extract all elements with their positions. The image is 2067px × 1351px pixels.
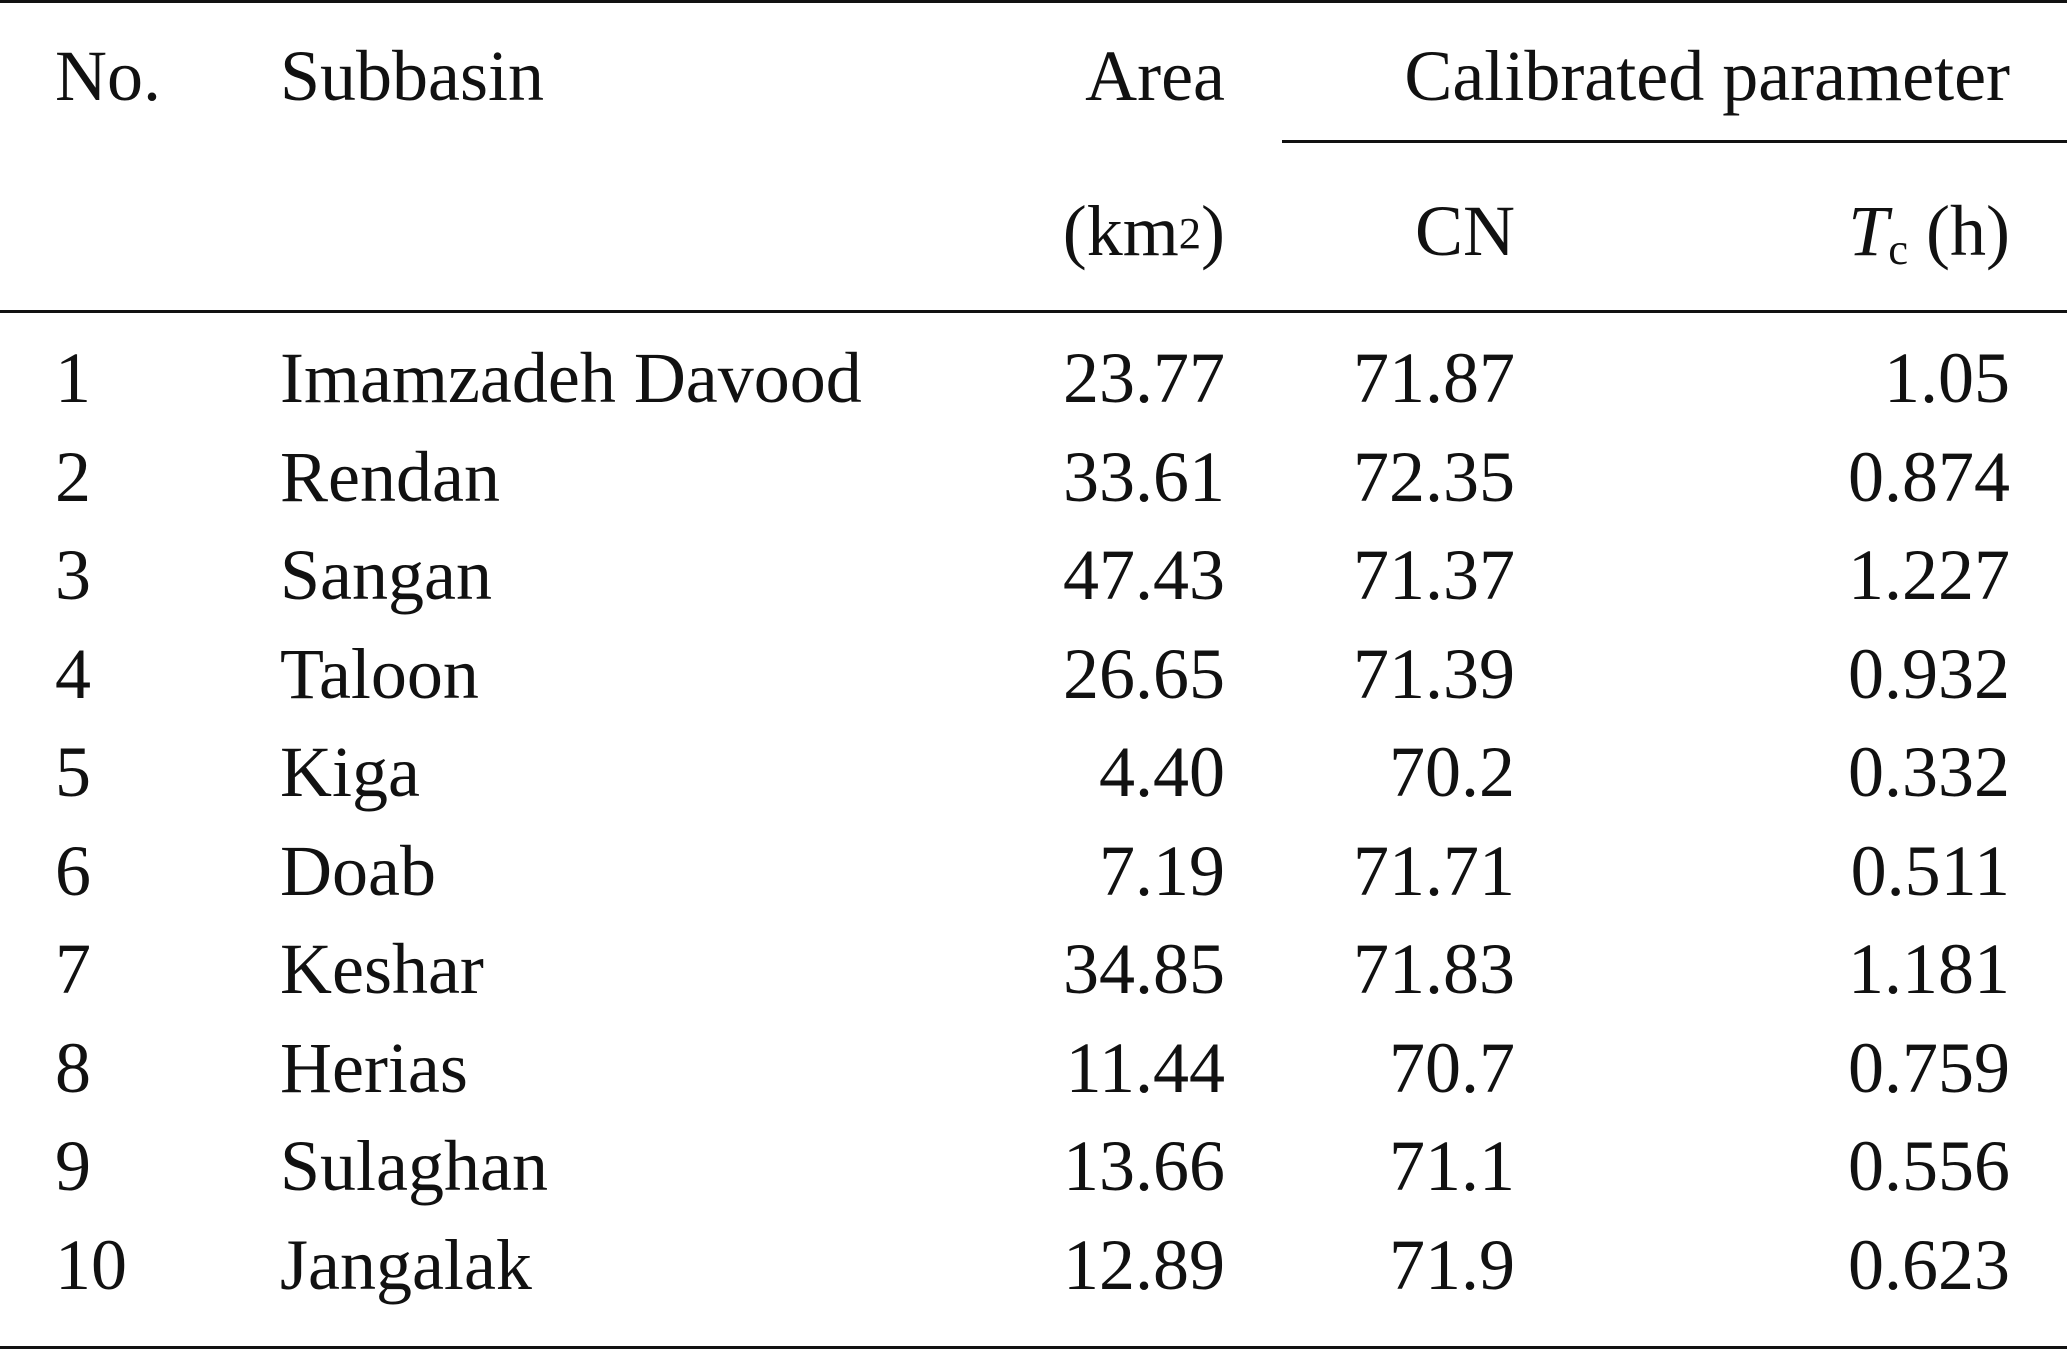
cell-tc: 1.05 (1884, 338, 2010, 418)
cell-area: 33.61 (1063, 437, 1225, 517)
cell-tc: 1.227 (1848, 535, 2010, 615)
cell-cn: 70.2 (1389, 732, 1515, 812)
cell-no: 8 (55, 1028, 91, 1108)
cell-area: 13.66 (1063, 1126, 1225, 1206)
cell-area: 23.77 (1063, 338, 1225, 418)
cell-subbasin: Taloon (280, 634, 479, 714)
cell-cn: 71.9 (1389, 1225, 1515, 1305)
cell-no: 1 (55, 338, 91, 418)
cell-subbasin: Doab (280, 831, 436, 911)
cell-no: 6 (55, 831, 91, 911)
cell-no: 2 (55, 437, 91, 517)
cell-subbasin: Sangan (280, 535, 492, 615)
cell-area: 4.40 (1099, 732, 1225, 812)
cell-no: 7 (55, 929, 91, 1009)
cell-area: 7.19 (1099, 831, 1225, 911)
cell-tc: 0.556 (1848, 1126, 2010, 1206)
header-calibrated-parameter: Calibrated parameter (1404, 36, 2010, 116)
cell-no: 3 (55, 535, 91, 615)
cell-cn: 70.7 (1389, 1028, 1515, 1108)
cell-tc: 0.511 (1850, 831, 2010, 911)
cell-tc: 0.623 (1848, 1225, 2010, 1305)
header-rule (0, 310, 2067, 313)
cell-no: 5 (55, 732, 91, 812)
cell-tc: 0.874 (1848, 437, 2010, 517)
cell-no: 9 (55, 1126, 91, 1206)
cell-subbasin: Herias (280, 1028, 468, 1108)
cell-tc: 0.932 (1848, 634, 2010, 714)
cell-cn: 71.37 (1353, 535, 1515, 615)
cell-area: 47.43 (1063, 535, 1225, 615)
cell-subbasin: Imamzadeh Davood (280, 338, 862, 418)
cell-cn: 71.39 (1353, 634, 1515, 714)
cell-subbasin: Sulaghan (280, 1126, 548, 1206)
cell-subbasin: Kiga (280, 732, 420, 812)
cell-subbasin: Rendan (280, 437, 500, 517)
header-cn: CN (1414, 191, 1515, 271)
cell-tc: 0.759 (1848, 1028, 2010, 1108)
top-rule (0, 0, 2067, 3)
header-tc: Tc (h) (1848, 191, 2010, 274)
cell-cn: 71.71 (1353, 831, 1515, 911)
header-area: Area (1085, 36, 1225, 116)
cell-cn: 71.1 (1389, 1126, 1515, 1206)
cell-no: 10 (55, 1225, 127, 1305)
cell-tc: 0.332 (1848, 732, 2010, 812)
header-no: No. (55, 36, 161, 116)
cell-subbasin: Jangalak (280, 1225, 532, 1305)
cell-cn: 72.35 (1353, 437, 1515, 517)
cell-cn: 71.83 (1353, 929, 1515, 1009)
cell-area: 26.65 (1063, 634, 1225, 714)
cell-no: 4 (55, 634, 91, 714)
calibrated-parameter-rule (1282, 140, 2067, 143)
cell-cn: 71.87 (1353, 338, 1515, 418)
cell-area: 34.85 (1063, 929, 1225, 1009)
cell-area: 11.44 (1065, 1028, 1225, 1108)
cell-subbasin: Keshar (280, 929, 484, 1009)
bottom-rule (0, 1346, 2067, 1349)
cell-area: 12.89 (1063, 1225, 1225, 1305)
header-area-unit: (km2) (1062, 191, 1225, 271)
header-subbasin: Subbasin (280, 36, 545, 116)
cell-tc: 1.181 (1848, 929, 2010, 1009)
